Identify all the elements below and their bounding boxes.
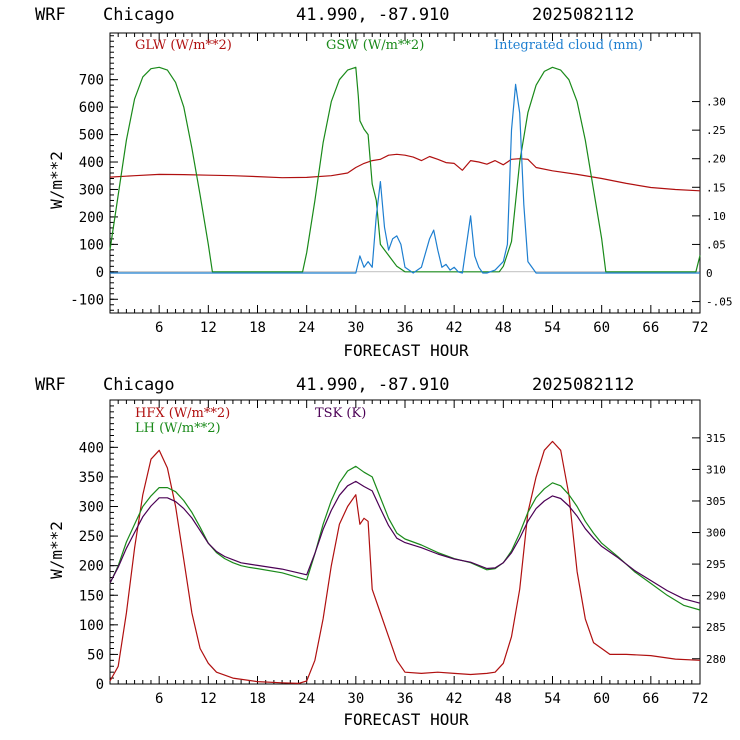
y2-tick-label: 0: [706, 267, 713, 280]
series-line-hfx: [109, 440, 701, 685]
x-tick-label: 72: [692, 320, 709, 336]
legend-lh: LH (W/m**2): [135, 421, 221, 436]
series-line-gsw: [109, 66, 701, 273]
y2-tick-label: 290: [706, 590, 726, 603]
y2-tick-label: 295: [706, 558, 726, 571]
y-tick-label: 600: [79, 100, 104, 116]
top-x-axis-label: FORECAST HOUR: [343, 341, 469, 360]
x-tick-label: 60: [593, 320, 610, 336]
x-tick-label: 12: [200, 320, 217, 336]
y-tick-label: 200: [79, 559, 104, 575]
y2-tick-label: .25: [706, 124, 726, 137]
x-tick-label: 6: [155, 320, 163, 336]
legend-integrated-cloud: Integrated cloud (mm): [494, 38, 643, 53]
x-tick-label: 66: [642, 691, 659, 707]
y2-tick-label: 280: [706, 653, 726, 666]
y2-tick-label: 285: [706, 621, 726, 634]
y2-tick-label: .30: [706, 96, 726, 109]
y2-tick-label: .15: [706, 181, 726, 194]
legend-tsk: TSK (K): [315, 406, 366, 421]
legend-glw: GLW (W/m**2): [135, 38, 232, 53]
y-tick-label: 50: [87, 647, 104, 663]
series-line-lh: [109, 465, 701, 611]
y-tick-label: 500: [79, 128, 104, 144]
series-line-glw: [109, 153, 701, 192]
x-tick-label: 30: [347, 691, 364, 707]
legend-hfx: HFX (W/m**2): [135, 406, 230, 421]
y-tick-label: 150: [79, 588, 104, 604]
x-tick-label: 42: [446, 691, 463, 707]
x-tick-label: 54: [544, 320, 561, 336]
top-header-run: 2025082112: [532, 5, 634, 25]
top-header-city: Chicago: [103, 5, 175, 25]
y2-tick-label: .20: [706, 153, 726, 166]
y-tick-label: 400: [79, 155, 104, 171]
y2-tick-label: .10: [706, 210, 726, 223]
y2-tick-label: 310: [706, 463, 726, 476]
y-tick-label: 100: [79, 237, 104, 253]
bottom-header-run: 2025082112: [532, 375, 634, 395]
y-tick-label: 100: [79, 618, 104, 634]
y-tick-label: 0: [96, 677, 104, 693]
x-tick-label: 48: [495, 691, 512, 707]
bottom-x-axis-label: FORECAST HOUR: [343, 710, 469, 729]
top-y-axis-label: W/m**2: [47, 151, 66, 209]
bottom-header-coords: 41.990, -87.910: [296, 375, 450, 395]
y-tick-label: 250: [79, 529, 104, 545]
y-tick-label: 350: [79, 470, 104, 486]
x-tick-label: 6: [155, 691, 163, 707]
y-tick-label: 300: [79, 500, 104, 516]
series-line-tsk: [109, 480, 701, 604]
x-tick-label: 12: [200, 691, 217, 707]
y-tick-label: 0: [96, 265, 104, 281]
x-tick-label: 54: [544, 691, 561, 707]
x-tick-label: 66: [642, 320, 659, 336]
y-tick-label: 300: [79, 182, 104, 198]
x-tick-label: 18: [249, 691, 266, 707]
bottom-y-axis-label: W/m**2: [47, 521, 66, 579]
series-line-integrated: [110, 83, 700, 274]
bottom-plot-lines: [109, 440, 701, 685]
bottom-header: WRF Chicago 41.990, -87.910 2025082112: [35, 375, 634, 395]
x-tick-label: 30: [347, 320, 364, 336]
x-tick-label: 24: [298, 691, 315, 707]
x-tick-label: 24: [298, 320, 315, 336]
y2-tick-label: 300: [706, 527, 726, 540]
legend-gsw: GSW (W/m**2): [326, 38, 424, 53]
top-plot-axes: 6 12 18 24 30 36 42 48 54 60 66 72 -100 0 100 200 300 400…: [70, 32, 733, 336]
top-header-coords: 41.990, -87.910: [296, 5, 450, 25]
x-tick-label: 18: [249, 320, 266, 336]
y2-tick-label: 305: [706, 495, 726, 508]
x-tick-label: 48: [495, 320, 512, 336]
top-plot-lines: [109, 66, 701, 274]
bottom-header-model: WRF: [35, 375, 66, 395]
bottom-plot-axes: 6 12 18 24 30 36 42 48 54 60 66 72 0 50 100 150 200 250 30…: [79, 399, 726, 707]
x-tick-label: 36: [397, 691, 414, 707]
x-tick-label: 36: [397, 320, 414, 336]
y-tick-label: 700: [79, 73, 104, 89]
y2-tick-label: 315: [706, 432, 726, 445]
y-tick-label: 200: [79, 210, 104, 226]
y2-tick-label: .05: [706, 238, 726, 251]
y-tick-label: -100: [70, 292, 104, 308]
y2-tick-label: -.05: [706, 296, 733, 309]
bottom-legend: HFX (W/m**2) LH (W/m**2) TSK (K): [135, 406, 366, 436]
x-tick-label: 42: [446, 320, 463, 336]
top-header: WRF Chicago 41.990, -87.910 2025082112: [35, 5, 634, 25]
top-legend: GLW (W/m**2) GSW (W/m**2) Integrated clo…: [135, 38, 643, 53]
bottom-header-city: Chicago: [103, 375, 175, 395]
plot-frame: [109, 32, 701, 314]
x-tick-label: 60: [593, 691, 610, 707]
top-header-model: WRF: [35, 5, 66, 25]
y-tick-label: 400: [79, 440, 104, 456]
x-tick-label: 72: [692, 691, 709, 707]
